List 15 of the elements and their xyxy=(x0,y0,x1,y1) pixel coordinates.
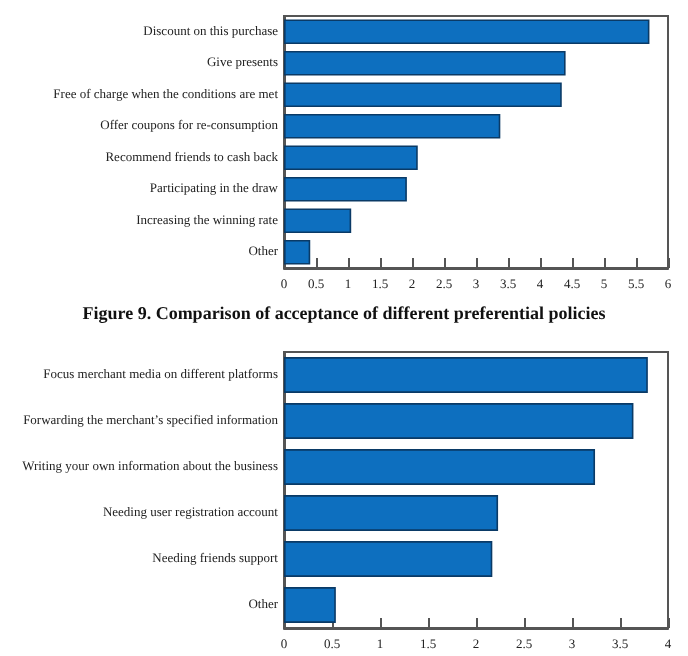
bar xyxy=(284,587,336,623)
bar xyxy=(284,82,562,108)
bar xyxy=(284,541,493,577)
bar xyxy=(284,176,407,202)
bar xyxy=(284,19,650,45)
bar xyxy=(284,403,634,439)
bar xyxy=(284,495,499,531)
bar xyxy=(284,208,352,234)
bar xyxy=(284,239,311,265)
bar xyxy=(284,449,596,485)
text: Figure 9. Comparison of acceptance of different preferential policies xyxy=(82,303,607,323)
bar xyxy=(284,357,648,393)
bar xyxy=(284,50,566,76)
bar xyxy=(284,145,418,171)
bar xyxy=(284,113,501,139)
